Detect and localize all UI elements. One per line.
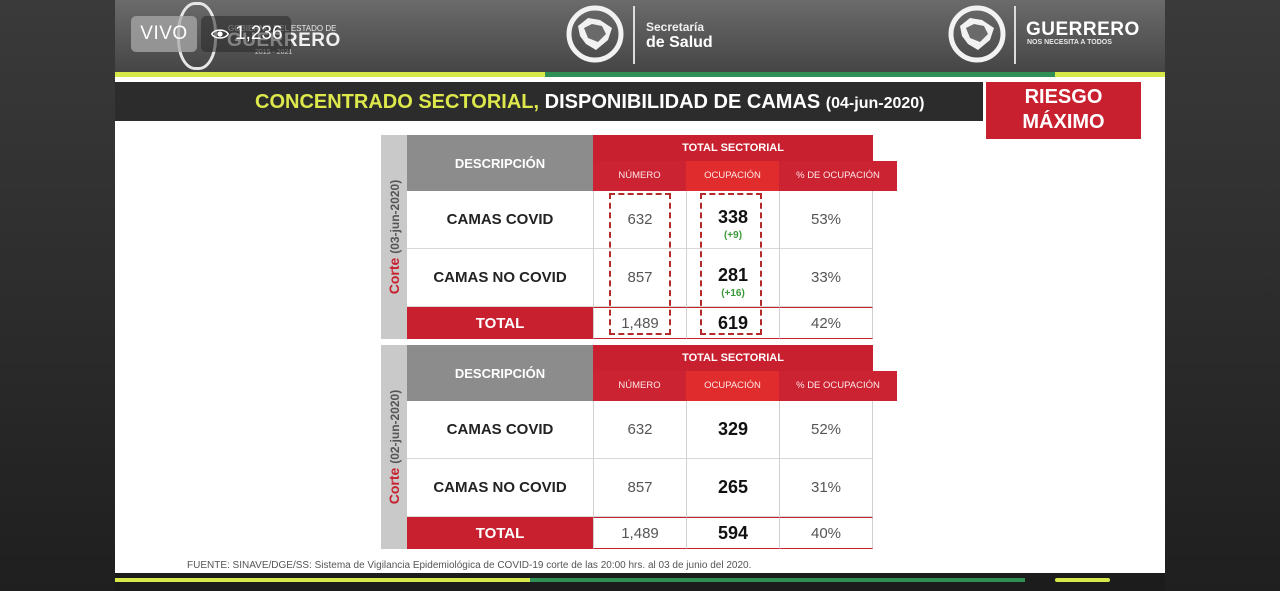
total-ocupacion: 594 [686,517,779,549]
table-side-band: Corte (03-jun-2020) [381,135,407,339]
table-corte-02-jun: Corte (02-jun-2020) DESCRIPCIÓN TOTAL SE… [381,345,897,549]
col-header-numero: NÚMERO [593,161,686,191]
row-ocupacion: 329 [686,401,779,459]
footer-stripe-green [530,578,1025,582]
guerrero-logo-line1: GUERRERO [1026,19,1140,40]
ocupacion-delta: (+9) [723,230,743,241]
total-desc: TOTAL [407,517,593,549]
side-label-prefix: Corte [386,257,402,295]
salud-divider [633,6,635,64]
ocupacion-value: 338 [717,207,749,227]
total-ocupacion: 619 [686,307,779,339]
guerrero-divider [1014,6,1016,64]
footer-bar [115,573,1165,591]
header-stripe-green [545,72,1055,77]
eye-icon [211,29,229,39]
row-desc: CAMAS NO COVID [407,459,593,517]
live-badge: VIVO [131,16,197,52]
col-header-total-sectorial: TOTAL SECTORIAL [593,345,873,371]
table-row: CAMAS NO COVID 857 281 (+16) 33% [407,249,873,307]
salud-logo-line2: de Salud [646,34,713,51]
row-numero: 632 [593,401,686,459]
side-label-date: (02-jun-2020) [388,389,402,464]
footer-stripe-yellow [115,578,530,582]
title-date: (04-jun-2020) [825,95,925,112]
video-letterbox-right [1165,0,1280,591]
title-part-b: DISPONIBILIDAD DE CAMAS [544,91,821,113]
gobierno-logo-years: 2015 - 2021 [255,49,293,56]
slide-title: CONCENTRADO SECTORIAL, DISPONIBILIDAD DE… [255,89,925,115]
row-ocupacion: 265 [686,459,779,517]
guerrero-emblem-icon [948,5,1006,63]
title-band [115,82,983,121]
viewer-count-text: 1,236 [235,23,283,44]
col-header-descripcion: DESCRIPCIÓN [407,345,593,401]
guerrero-logo-line2: NOS NECESITA A TODOS [1027,39,1112,46]
row-pct: 31% [779,459,873,517]
col-header-pct: % DE OCUPACIÓN [779,371,897,401]
table-row: CAMAS NO COVID 857 265 31% [407,459,873,517]
highlight-numero-column [609,193,671,335]
riesgo-badge: RIESGO MÁXIMO [986,82,1141,139]
table-row: CAMAS COVID 632 338 (+9) 53% [407,191,873,249]
total-numero: 1,489 [593,307,686,339]
total-desc: TOTAL [407,307,593,339]
row-pct: 53% [779,191,873,249]
riesgo-line1: RIESGO [1024,86,1103,108]
table-row: CAMAS COVID 632 329 52% [407,401,873,459]
title-part-a: CONCENTRADO SECTORIAL, [255,91,540,113]
col-header-pct: % DE OCUPACIÓN [779,161,897,191]
col-header-ocupacion: OCUPACIÓN [686,371,779,401]
total-numero: 1,489 [593,517,686,549]
row-desc: CAMAS NO COVID [407,249,593,307]
row-pct: 33% [779,249,873,307]
total-pct: 42% [779,307,873,339]
row-ocupacion: 281 (+16) [686,249,779,307]
table-side-label: Corte (03-jun-2020) [386,180,402,294]
row-numero: 857 [593,459,686,517]
header-stripe-yellow-right [1055,72,1165,77]
col-header-total-sectorial: TOTAL SECTORIAL [593,135,873,161]
row-ocupacion: 338 (+9) [686,191,779,249]
row-desc: CAMAS COVID [407,191,593,249]
highlight-ocupacion-column [700,193,762,335]
header-stripe-yellow [115,72,545,77]
col-header-ocupacion: OCUPACIÓN [686,161,779,191]
total-pct: 40% [779,517,873,549]
table-side-band: Corte (02-jun-2020) [381,345,407,549]
presentation-slide: GOBIERNO DEL ESTADO DE GUERRERO 2015 - 2… [115,0,1165,591]
salud-emblem-icon [566,5,624,63]
video-letterbox-left [0,0,115,591]
ocupacion-delta: (+16) [721,288,745,299]
col-header-descripcion: DESCRIPCIÓN [407,135,593,191]
footer-stripe-yellow-right [1055,578,1110,582]
side-label-prefix: Corte [386,467,402,505]
salud-logo-line1: Secretaría [646,20,705,34]
source-footnote: FUENTE: SINAVE/DGE/SS: Sistema de Vigila… [187,560,752,571]
row-desc: CAMAS COVID [407,401,593,459]
table-total-row: TOTAL 1,489 619 42% [407,307,873,339]
col-header-numero: NÚMERO [593,371,686,401]
row-pct: 52% [779,401,873,459]
table-total-row: TOTAL 1,489 594 40% [407,517,873,549]
row-numero: 857 [593,249,686,307]
side-label-date: (03-jun-2020) [388,179,402,254]
row-numero: 632 [593,191,686,249]
table-side-label: Corte (02-jun-2020) [386,390,402,504]
viewer-count[interactable]: 1,236 [201,16,291,52]
ocupacion-value: 281 [717,265,749,285]
riesgo-line2: MÁXIMO [1022,111,1105,133]
table-corte-03-jun: Corte (03-jun-2020) DESCRIPCIÓN TOTAL SE… [381,135,897,339]
